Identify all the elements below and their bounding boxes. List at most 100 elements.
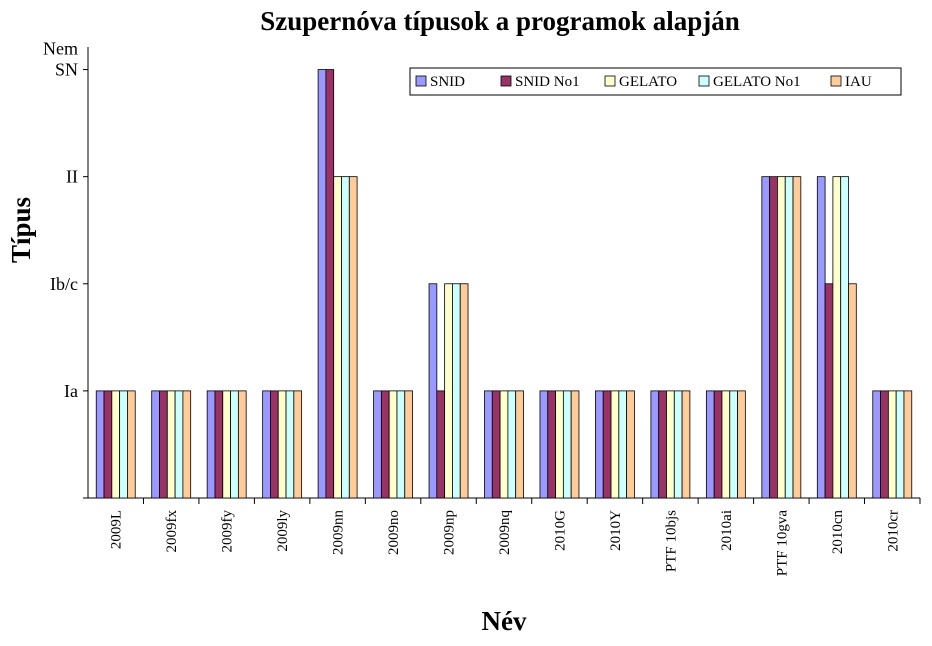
bar bbox=[602, 390, 612, 499]
bar bbox=[325, 69, 335, 499]
bar bbox=[151, 390, 160, 499]
bar bbox=[539, 390, 549, 499]
bar bbox=[903, 390, 913, 499]
x-tick-label: PTF 10gva bbox=[774, 510, 790, 577]
chart-title: Szupernóva típusok a programok alapján bbox=[260, 6, 740, 36]
x-tick-label: 2010G bbox=[552, 510, 568, 551]
bar bbox=[507, 390, 517, 499]
bar bbox=[626, 390, 635, 499]
legend-swatch bbox=[604, 75, 616, 87]
y-tick-label: SN bbox=[55, 60, 78, 80]
bar bbox=[705, 390, 715, 499]
legend-swatch bbox=[698, 75, 710, 87]
bar bbox=[182, 390, 192, 499]
bar bbox=[769, 176, 778, 499]
y-tick-label: II bbox=[66, 167, 78, 187]
bar bbox=[214, 390, 224, 499]
bar bbox=[484, 390, 493, 499]
bar bbox=[824, 283, 834, 499]
bar bbox=[816, 176, 826, 499]
bar bbox=[673, 390, 683, 499]
bar bbox=[681, 390, 691, 499]
bar bbox=[658, 390, 667, 499]
bar bbox=[380, 390, 390, 499]
x-tick-label: 2009nn bbox=[331, 510, 347, 556]
bar bbox=[333, 176, 342, 499]
legend-swatch bbox=[500, 75, 512, 87]
bar bbox=[159, 390, 168, 499]
bar bbox=[119, 390, 128, 499]
x-tick-label: 2010Y bbox=[608, 510, 624, 551]
legend-swatch bbox=[415, 75, 427, 87]
bar bbox=[515, 390, 524, 499]
bar bbox=[174, 390, 184, 499]
bar bbox=[555, 390, 564, 499]
bar bbox=[459, 283, 469, 499]
bar bbox=[262, 390, 271, 499]
x-tick-label: 2009nq bbox=[497, 510, 513, 556]
bar bbox=[491, 390, 501, 499]
bar bbox=[650, 390, 660, 499]
legend-swatch bbox=[830, 75, 842, 87]
bar bbox=[127, 390, 136, 499]
bar bbox=[832, 176, 842, 499]
bar bbox=[887, 390, 897, 499]
x-tick-label: 2009L bbox=[109, 510, 125, 549]
bar bbox=[317, 69, 327, 499]
x-tick-label: 2009no bbox=[386, 510, 402, 555]
bar bbox=[570, 390, 580, 499]
bar bbox=[444, 283, 453, 499]
bar bbox=[404, 390, 413, 499]
bar bbox=[230, 390, 239, 499]
bar bbox=[792, 176, 802, 499]
bar bbox=[373, 390, 382, 499]
bar bbox=[103, 390, 113, 499]
bar bbox=[348, 176, 358, 499]
x-tick-label: 2010cn bbox=[830, 510, 846, 555]
bar bbox=[880, 390, 889, 499]
x-tick-label: 2009fx bbox=[164, 510, 180, 553]
bar bbox=[166, 390, 176, 499]
bar bbox=[388, 390, 398, 499]
x-tick-label: 2009np bbox=[442, 510, 458, 555]
bar bbox=[428, 283, 438, 499]
legend-label: GELATO bbox=[619, 74, 677, 90]
y-tick-label: Nem bbox=[43, 39, 78, 59]
x-tick-label: 2009ly bbox=[275, 510, 291, 552]
bar bbox=[895, 390, 905, 499]
bar bbox=[666, 390, 675, 499]
x-axis-title: Név bbox=[482, 606, 527, 636]
bar bbox=[595, 390, 604, 499]
bar bbox=[499, 390, 509, 499]
bar bbox=[277, 390, 287, 499]
bar bbox=[610, 390, 620, 499]
bar bbox=[270, 390, 279, 499]
bar bbox=[206, 390, 216, 499]
bar bbox=[737, 390, 746, 499]
bar bbox=[111, 390, 121, 499]
x-tick-label: PTF 10bjs bbox=[663, 510, 679, 572]
legend-label: GELATO No1 bbox=[713, 74, 801, 90]
bar bbox=[840, 176, 849, 499]
bar bbox=[721, 390, 731, 499]
bar bbox=[713, 390, 723, 499]
bar bbox=[618, 390, 628, 499]
legend-box bbox=[409, 67, 902, 96]
bar bbox=[547, 390, 556, 499]
y-tick-label: Ia bbox=[64, 381, 78, 401]
bar bbox=[396, 390, 406, 499]
legend-label: SNID No1 bbox=[515, 74, 580, 90]
bar bbox=[293, 390, 303, 499]
x-tick-label: 2010ai bbox=[719, 510, 735, 551]
x-tick-label: 2010cr bbox=[885, 510, 901, 552]
y-tick-label: Ib/c bbox=[50, 274, 78, 294]
bar bbox=[872, 390, 881, 499]
legend-label: SNID bbox=[430, 74, 465, 90]
bar bbox=[777, 176, 786, 499]
bar bbox=[452, 283, 461, 499]
bar bbox=[784, 176, 794, 499]
bar bbox=[222, 390, 231, 499]
